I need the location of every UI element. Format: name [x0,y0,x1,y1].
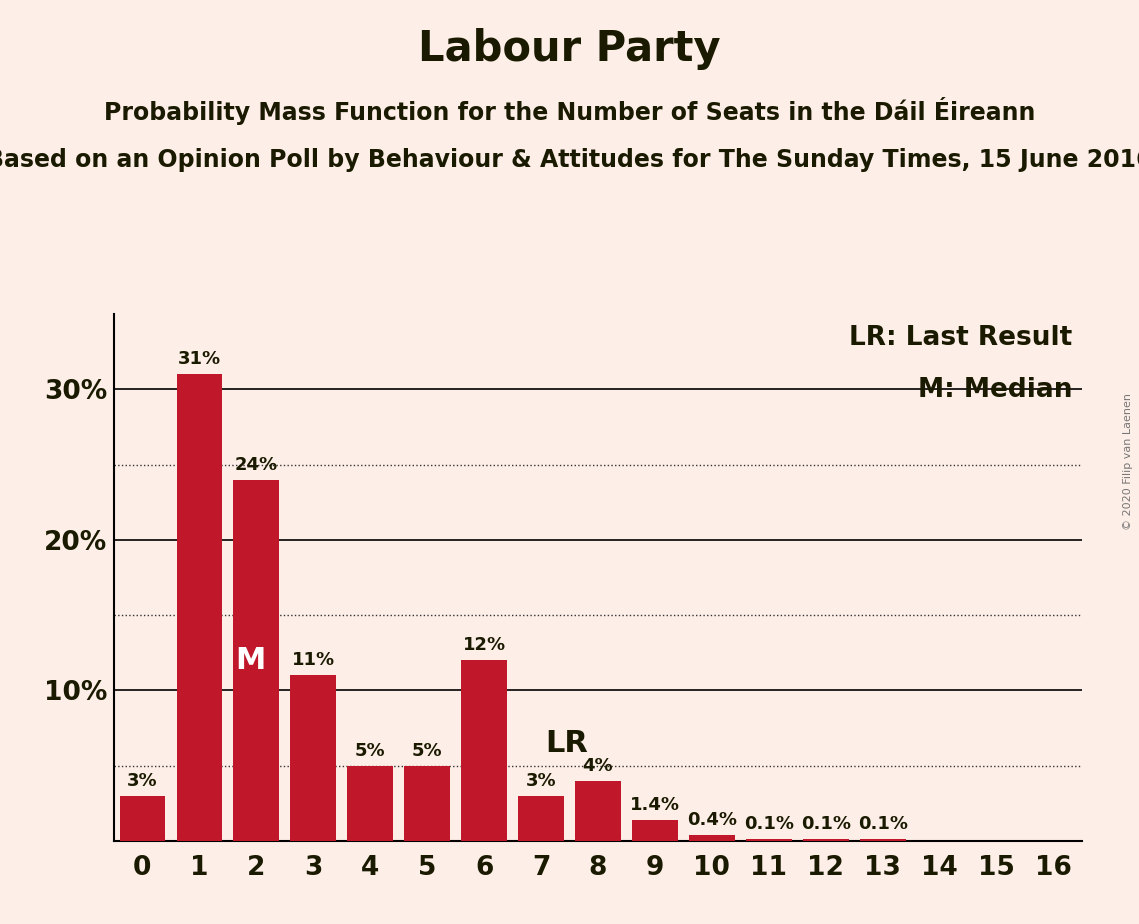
Text: © 2020 Filip van Laenen: © 2020 Filip van Laenen [1123,394,1133,530]
Text: 5%: 5% [355,742,385,760]
Text: 12%: 12% [462,637,506,654]
Text: Probability Mass Function for the Number of Seats in the Dáil Éireann: Probability Mass Function for the Number… [104,97,1035,125]
Bar [177,374,222,841]
Text: 0.4%: 0.4% [687,810,737,829]
Text: 4%: 4% [583,757,613,774]
Text: 1.4%: 1.4% [630,796,680,814]
Text: 0.1%: 0.1% [801,815,851,833]
Text: LR: LR [546,729,588,758]
Text: 0.1%: 0.1% [744,815,794,833]
Text: 0.1%: 0.1% [858,815,908,833]
Text: 31%: 31% [178,350,221,369]
Bar [461,661,507,841]
Bar [689,834,735,841]
Bar [746,839,792,841]
Text: 3%: 3% [526,772,556,790]
Bar [120,796,165,841]
Text: Labour Party: Labour Party [418,28,721,69]
Bar [632,820,678,841]
Bar [347,766,393,841]
Bar [518,796,564,841]
Bar [860,839,906,841]
Text: 24%: 24% [235,456,278,474]
Text: M: M [236,646,265,675]
Bar [575,781,621,841]
Text: 3%: 3% [128,772,157,790]
Bar [803,839,849,841]
Bar [290,675,336,841]
Text: M: Median: M: Median [918,377,1073,404]
Bar [233,480,279,841]
Text: 5%: 5% [412,742,442,760]
Text: Based on an Opinion Poll by Behaviour & Attitudes for The Sunday Times, 15 June : Based on an Opinion Poll by Behaviour & … [0,148,1139,172]
Bar [404,766,450,841]
Text: LR: Last Result: LR: Last Result [849,324,1073,351]
Text: 11%: 11% [292,651,335,669]
